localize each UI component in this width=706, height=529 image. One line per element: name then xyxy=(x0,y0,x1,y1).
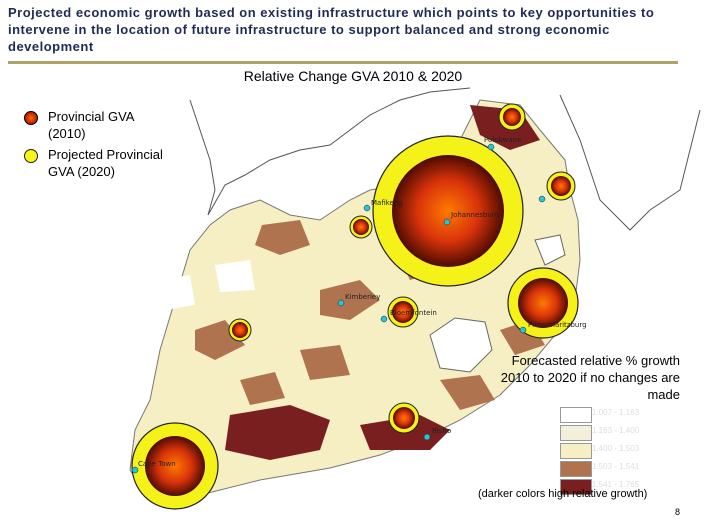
gva-bubble-eastern-cape xyxy=(388,402,420,434)
city-label-cape-town: Cape Town xyxy=(138,460,176,468)
swaziland-area xyxy=(534,234,566,266)
scale-label: 1.400 - 1.503 xyxy=(592,444,640,453)
gva-bubble-northern-cape xyxy=(228,318,252,342)
city-marker-cape-town xyxy=(131,466,139,474)
city-marker-kimberley xyxy=(337,299,345,307)
scale-swatch xyxy=(560,425,592,441)
city-marker-mafikeng xyxy=(363,204,371,212)
city-label-johannesburg: Johannesburg xyxy=(450,211,499,219)
city-marker-bloemfontein xyxy=(380,315,388,323)
scale-note: (darker colors high relative growth) xyxy=(478,488,648,500)
scale-label: 1.503 - 1.541 xyxy=(592,462,640,471)
city-label-pietermaritzburg: Pietermaritzburg xyxy=(528,321,587,329)
city-label-mafikeng: Mafikeng xyxy=(371,199,403,207)
gva-bubble-mpumalanga xyxy=(546,171,576,201)
city-marker-polokwane xyxy=(487,143,495,151)
scale-label: 1.163 - 1.400 xyxy=(592,426,640,435)
map-subtitle: Relative Change GVA 2010 & 2020 xyxy=(243,68,463,84)
scale-swatch xyxy=(560,407,592,423)
country-outline xyxy=(189,87,471,216)
title-divider xyxy=(8,61,678,64)
legend-item-2020: Projected Provincial GVA (2020) xyxy=(18,146,168,180)
gva-bubble-limpopo xyxy=(498,103,526,131)
scale-label: 1.541 - 1.765 xyxy=(592,480,640,489)
map-legend: Provincial GVA (2010) Projected Provinci… xyxy=(18,108,168,184)
city-label-bisho: Bisho xyxy=(432,427,451,435)
forecast-note: Forecasted relative % growth 2010 to 202… xyxy=(500,353,680,402)
gva-bubble-gauteng xyxy=(372,135,524,287)
city-marker-pietermaritzburg xyxy=(519,326,527,334)
gva-bubble-north-west xyxy=(349,215,373,239)
city-label-polokwane: Polokwane xyxy=(484,136,521,144)
scale-swatch xyxy=(560,479,592,495)
south-africa-map: Polokwane Mafikeng Johannesburg Kimberle… xyxy=(129,87,701,510)
city-marker-nelspruit xyxy=(538,195,546,203)
page-title: Projected economic growth based on exist… xyxy=(8,5,655,54)
gva-bubble-western-cape xyxy=(131,422,219,510)
city-marker-johannesburg xyxy=(443,218,451,226)
gva-bubble-kwazulu-natal xyxy=(507,267,579,339)
country-outline xyxy=(559,94,701,231)
page-number: 8 xyxy=(674,507,680,517)
legend-item-2010: Provincial GVA (2010) xyxy=(18,108,168,142)
scale-swatch xyxy=(560,443,592,459)
city-markers xyxy=(131,143,546,474)
gva-bubble-free-state xyxy=(387,296,419,328)
city-marker-bisho xyxy=(423,433,431,441)
scale-label: 1.007 - 1.163 xyxy=(592,408,640,417)
legend-label-2010: Provincial GVA (2010) xyxy=(48,109,134,141)
legend-label-2020: Projected Provincial GVA (2020) xyxy=(48,147,163,179)
red-circle-icon xyxy=(24,111,38,125)
scale-swatch xyxy=(560,461,592,477)
city-label-bloemfontein: Bloemfontein xyxy=(390,309,437,317)
yellow-circle-icon xyxy=(24,149,38,163)
lesotho-area xyxy=(429,317,493,373)
city-label-kimberley: Kimberley xyxy=(345,293,380,301)
